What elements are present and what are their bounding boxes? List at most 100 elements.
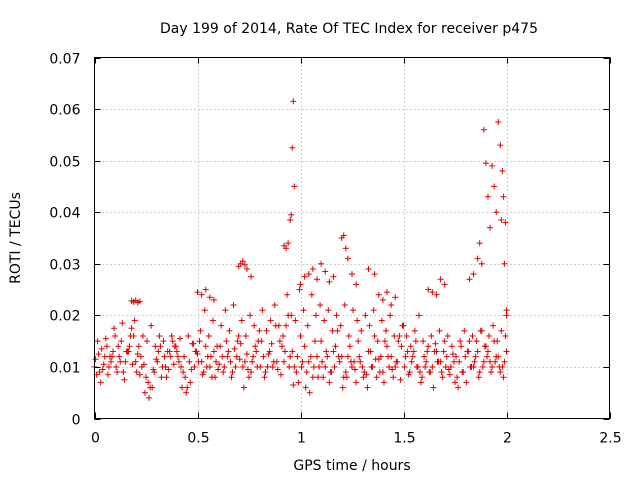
data-points (91, 98, 510, 401)
data-point (246, 374, 252, 381)
data-point (320, 374, 327, 381)
data-point (403, 332, 410, 339)
data-point (259, 307, 266, 314)
data-point (377, 353, 384, 360)
data-point (309, 265, 316, 272)
data-point (250, 353, 257, 360)
data-point (503, 312, 510, 319)
data-point (376, 369, 383, 376)
y-tick-label: 0.01 (49, 361, 80, 377)
data-point (421, 353, 428, 360)
data-point (479, 363, 486, 370)
data-point (497, 369, 504, 376)
data-point (450, 358, 457, 365)
data-point (487, 224, 494, 231)
data-point (305, 271, 312, 278)
data-point (471, 358, 478, 365)
data-point (410, 348, 417, 355)
data-point (152, 343, 159, 350)
data-point (382, 327, 389, 334)
data-point (282, 348, 289, 355)
data-point (360, 374, 367, 381)
data-point (170, 361, 177, 368)
data-point (119, 320, 126, 327)
data-point (429, 289, 436, 296)
data-point (447, 363, 454, 370)
data-point (455, 384, 462, 391)
data-point (398, 343, 405, 350)
data-point (218, 322, 225, 329)
data-point (501, 358, 508, 365)
data-point (457, 338, 464, 345)
data-point (493, 353, 500, 360)
data-point (212, 374, 219, 381)
data-point (333, 312, 340, 319)
data-point (337, 322, 344, 329)
data-point (285, 240, 292, 247)
data-point (271, 302, 278, 309)
data-point (384, 343, 391, 350)
data-point (319, 358, 326, 365)
data-point (138, 363, 145, 370)
data-point (172, 343, 179, 350)
x-tick-label: 0 (91, 431, 100, 447)
data-point (325, 307, 332, 314)
data-point (365, 348, 372, 355)
data-point (118, 338, 125, 345)
data-point (366, 322, 373, 329)
data-point (113, 363, 120, 370)
data-point (107, 358, 114, 365)
data-point (279, 332, 286, 339)
data-point (287, 353, 294, 360)
data-point (392, 294, 399, 301)
data-point (290, 381, 297, 388)
data-point (115, 343, 122, 350)
data-point (247, 312, 254, 319)
data-point (306, 389, 313, 396)
data-point (475, 374, 482, 381)
data-point (495, 118, 502, 125)
data-point (335, 353, 342, 360)
data-point (131, 317, 138, 324)
y-tick-label: 0.07 (49, 52, 80, 68)
data-point (415, 312, 422, 319)
data-point (203, 363, 210, 370)
data-point (480, 126, 487, 133)
data-point (229, 369, 236, 376)
x-tick-label: 2 (503, 431, 512, 447)
data-point (293, 369, 300, 376)
data-point (283, 322, 290, 329)
data-point (322, 268, 329, 275)
data-point (128, 325, 135, 332)
data-point (253, 348, 260, 355)
data-point (231, 345, 238, 352)
data-point (157, 343, 164, 350)
data-point (478, 260, 485, 267)
data-point (111, 325, 118, 332)
data-point (374, 338, 381, 345)
data-point (388, 302, 395, 309)
data-point (371, 271, 378, 278)
data-point (295, 379, 302, 386)
data-point (362, 312, 369, 319)
data-point (139, 332, 146, 339)
data-point (349, 271, 355, 278)
data-point (219, 353, 226, 360)
data-point (392, 363, 399, 370)
data-point (286, 363, 293, 370)
data-point (302, 384, 309, 391)
data-point (462, 353, 469, 360)
data-point (209, 317, 216, 324)
data-point (322, 363, 329, 370)
data-point (297, 281, 304, 288)
data-point (153, 356, 160, 363)
data-point (364, 384, 371, 391)
data-point (307, 353, 314, 360)
data-point (430, 384, 437, 391)
data-point (354, 317, 361, 324)
data-point (438, 369, 445, 376)
data-point (228, 374, 235, 381)
data-point (151, 369, 158, 376)
data-point (150, 366, 157, 373)
data-point (389, 366, 396, 373)
